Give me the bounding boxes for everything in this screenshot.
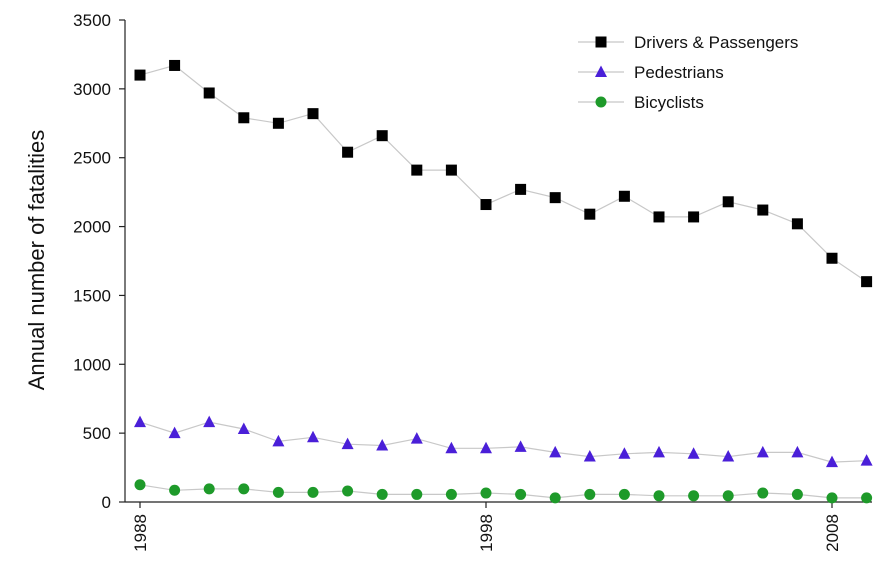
x-tick-label: 1998 <box>477 514 496 552</box>
data-point <box>791 488 803 500</box>
data-point <box>826 492 838 504</box>
legend-marker <box>595 96 607 108</box>
data-point <box>410 432 423 444</box>
data-point <box>134 415 146 428</box>
data-point <box>445 441 458 454</box>
data-point <box>583 450 596 462</box>
series-line <box>139 484 867 499</box>
data-point <box>791 445 804 458</box>
data-point <box>757 204 769 216</box>
data-point <box>549 192 561 204</box>
data-point <box>618 190 630 202</box>
data-point <box>376 488 388 500</box>
series-layer <box>134 59 873 504</box>
y-tick-label: 500 <box>83 424 111 443</box>
data-point <box>826 455 838 468</box>
data-point <box>618 488 630 500</box>
y-axis: 0 500 1000 1500 2000 2500 3000 3500 <box>73 11 126 512</box>
y-tick-label: 3000 <box>73 80 111 99</box>
data-point <box>411 488 423 500</box>
y-tick-label: 2500 <box>73 149 111 168</box>
data-point <box>203 87 215 99</box>
data-point <box>549 445 562 458</box>
data-point <box>480 199 492 211</box>
data-point <box>653 211 665 223</box>
data-point <box>341 437 354 450</box>
legend-label: Bicyclists <box>634 93 704 112</box>
data-point <box>445 164 457 176</box>
legend-label: Pedestrians <box>634 63 724 82</box>
data-point <box>860 454 873 466</box>
data-point <box>272 434 285 447</box>
data-point <box>757 487 769 499</box>
data-point <box>722 196 734 208</box>
data-point <box>342 146 354 158</box>
data-point <box>791 218 803 230</box>
data-point <box>411 164 423 176</box>
data-point <box>238 112 250 124</box>
data-point <box>307 430 319 443</box>
y-tick-label: 1000 <box>73 355 111 374</box>
data-point <box>826 252 838 264</box>
data-point <box>756 445 769 458</box>
data-point <box>514 440 527 452</box>
data-point <box>203 415 216 428</box>
x-axis: 1988 1998 2008 <box>125 501 872 552</box>
data-point <box>861 492 873 504</box>
x-tick-label: 2008 <box>823 514 842 552</box>
data-point <box>549 492 561 504</box>
data-point <box>861 276 873 288</box>
series-circle <box>134 479 873 504</box>
data-point <box>515 183 527 195</box>
y-axis-title: Annual number of fatalities <box>24 130 49 391</box>
data-point <box>376 130 388 142</box>
data-point <box>480 441 492 454</box>
data-point <box>134 479 146 491</box>
data-point <box>584 208 596 220</box>
data-point <box>618 447 631 459</box>
data-point <box>445 488 457 500</box>
data-point <box>169 484 181 496</box>
legend-marker <box>595 65 607 77</box>
data-point <box>687 447 700 459</box>
y-tick-label: 1500 <box>73 286 111 305</box>
data-point <box>722 450 735 462</box>
data-point <box>480 487 492 499</box>
data-point <box>238 483 250 495</box>
data-point <box>307 486 319 498</box>
data-point <box>722 490 734 502</box>
data-point <box>342 485 354 497</box>
y-tick-label: 3500 <box>73 11 111 30</box>
data-point <box>307 108 319 120</box>
data-point <box>168 426 181 439</box>
legend-label: Drivers & Passengers <box>634 33 798 52</box>
y-tick-label: 0 <box>102 493 111 512</box>
data-point <box>203 483 215 495</box>
series-square <box>134 59 873 288</box>
data-point <box>237 422 250 435</box>
data-point <box>584 488 596 500</box>
data-point <box>134 69 146 81</box>
x-tick-label: 1988 <box>131 514 150 552</box>
data-point <box>272 486 284 498</box>
legend: Drivers & Passengers Pedestrians Bicyclist… <box>578 33 798 112</box>
y-tick-label: 2000 <box>73 218 111 237</box>
data-point <box>688 211 700 223</box>
data-point <box>169 59 181 71</box>
data-point <box>515 488 527 500</box>
series-line <box>139 64 867 283</box>
data-point <box>688 490 700 502</box>
data-point <box>653 490 665 502</box>
data-point <box>653 445 665 458</box>
data-point <box>272 117 284 129</box>
data-point <box>376 439 389 451</box>
series-triangle <box>134 415 873 468</box>
series-line <box>139 421 867 463</box>
legend-marker <box>595 36 607 48</box>
